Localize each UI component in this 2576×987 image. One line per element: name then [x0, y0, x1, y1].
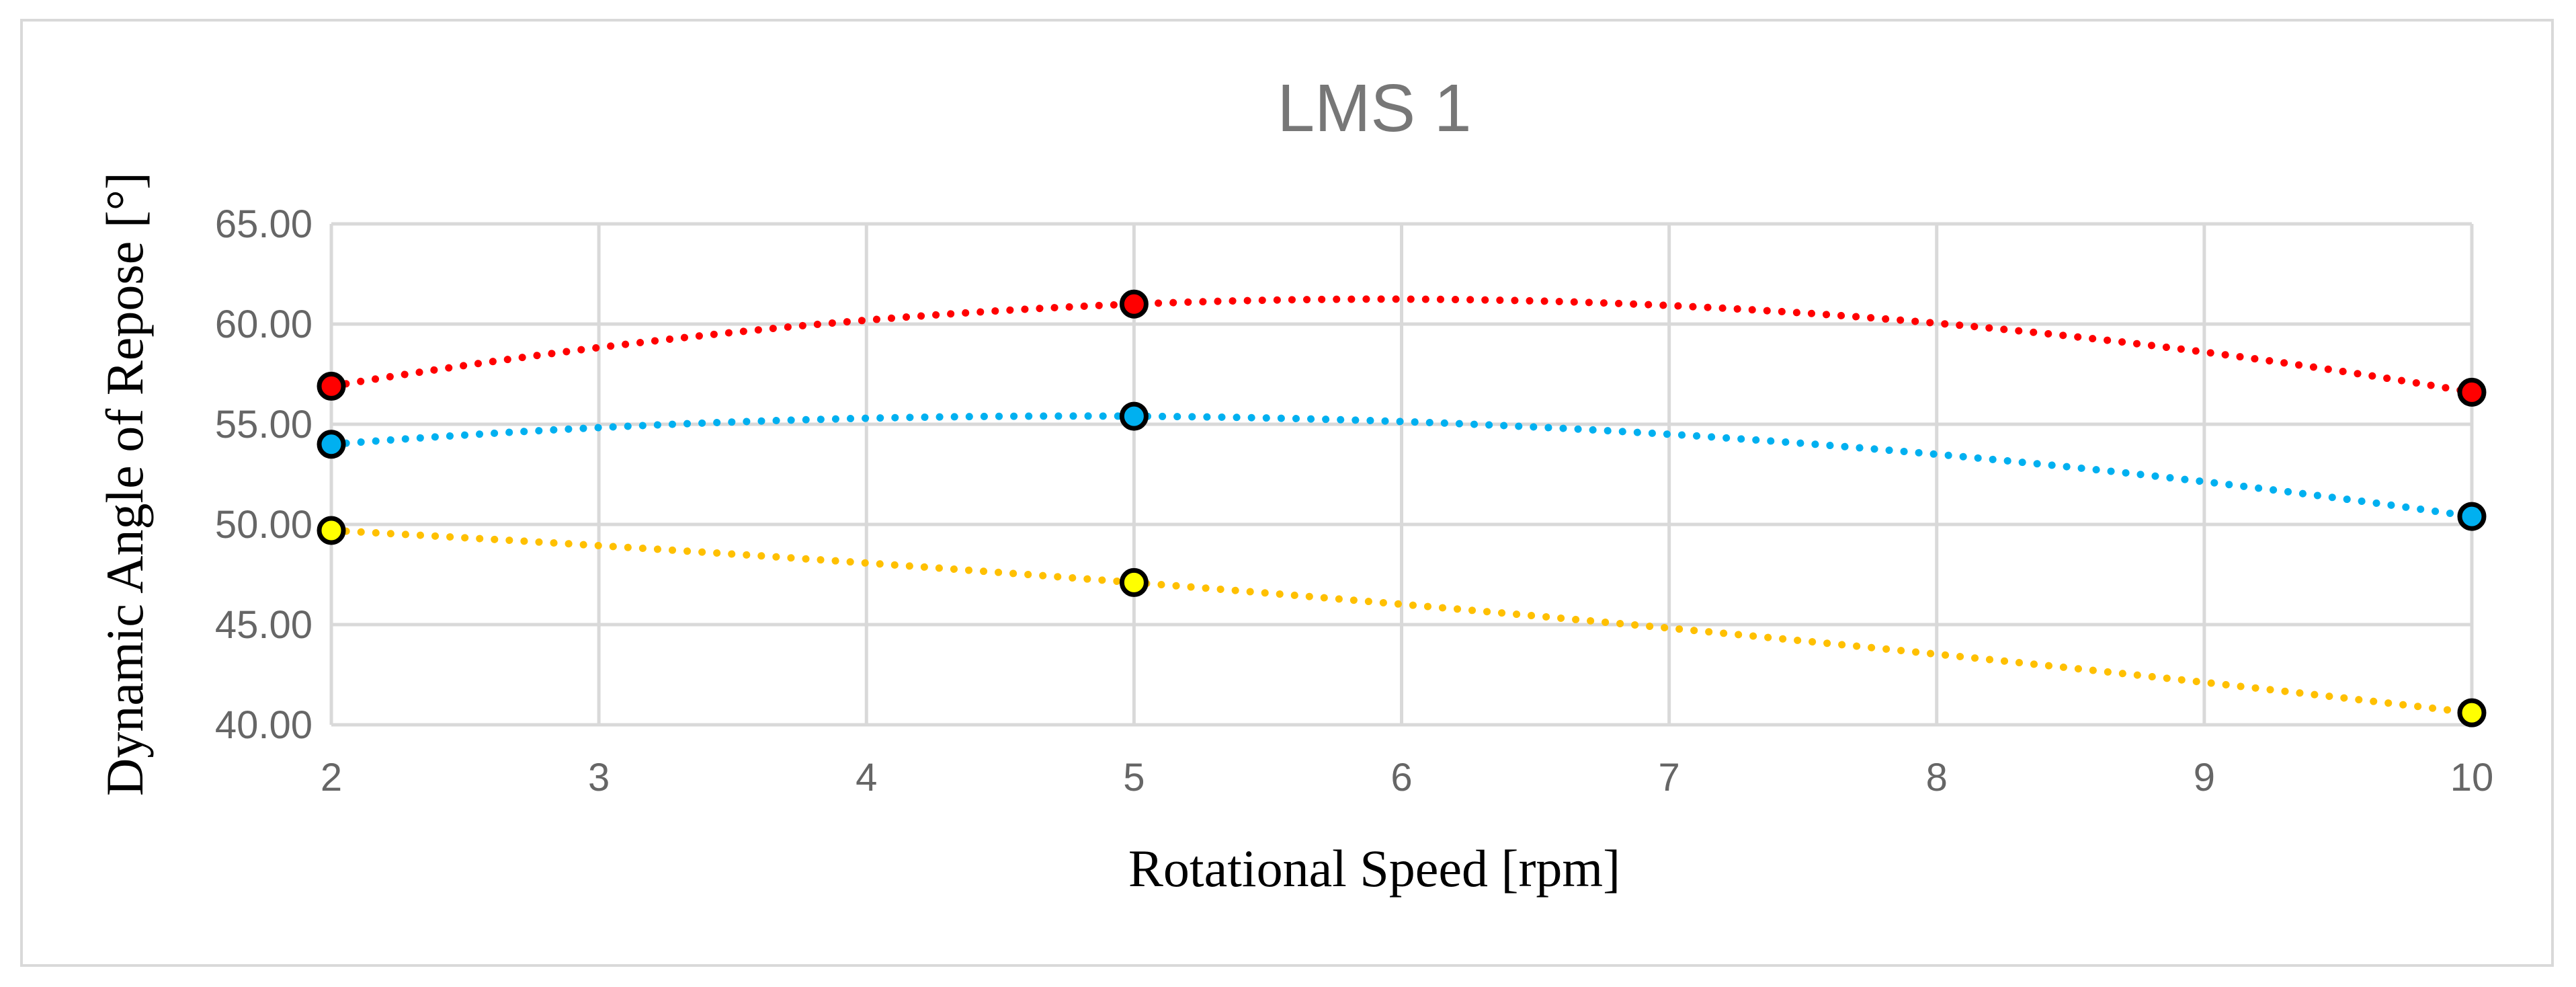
y-tick-label: 50.00: [215, 503, 313, 547]
data-point: [1119, 567, 1149, 597]
data-points: [317, 289, 2487, 727]
x-tick-label: 7: [1658, 756, 1679, 799]
x-tick-label: 4: [856, 756, 877, 799]
chart-title: LMS 1: [1277, 71, 1471, 146]
y-tick-label: 45.00: [215, 603, 313, 647]
data-point: [1119, 289, 1149, 319]
chart-frame: [20, 19, 2554, 967]
trendline: [327, 526, 2476, 717]
trendline: [327, 295, 2476, 396]
y-axis-title: Dynamic Angle of Repose [°]: [95, 172, 154, 796]
y-axis-ticks: 40.00 45.00 50.00 55.00 60.00 65.00: [215, 202, 313, 747]
y-tick-label: 55.00: [215, 403, 313, 446]
data-point: [2457, 377, 2487, 407]
data-point: [317, 516, 346, 545]
data-point: [2457, 502, 2487, 531]
y-tick-label: 65.00: [215, 202, 313, 246]
y-tick-label: 60.00: [215, 303, 313, 346]
x-tick-label: 9: [2194, 756, 2215, 799]
data-point: [317, 430, 346, 459]
grid: [329, 222, 2474, 727]
x-tick-label: 3: [588, 756, 610, 799]
x-tick-label: 10: [2450, 756, 2494, 799]
x-tick-label: 2: [321, 756, 342, 799]
x-tick-label: 8: [1926, 756, 1948, 799]
trendlines: [327, 295, 2476, 717]
data-point: [1119, 401, 1149, 431]
x-axis-ticks: 2 3 4 5 6 7 8 9 10: [321, 756, 2493, 799]
x-tick-label: 5: [1123, 756, 1145, 799]
data-point: [2457, 698, 2487, 727]
y-tick-label: 40.00: [215, 703, 313, 747]
x-tick-label: 6: [1390, 756, 1412, 799]
data-point: [317, 371, 346, 401]
trendline: [327, 412, 2476, 520]
x-axis-title: Rotational Speed [rpm]: [1128, 839, 1620, 898]
